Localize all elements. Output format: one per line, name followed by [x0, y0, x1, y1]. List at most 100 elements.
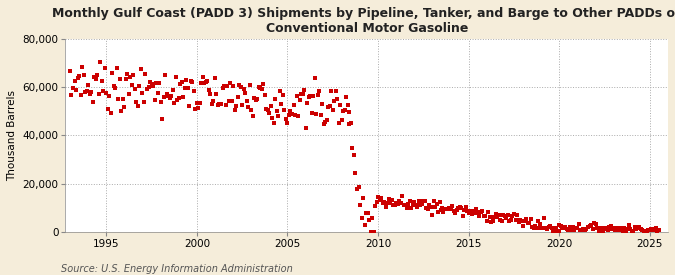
Point [568, 224, 578, 229]
Point [227, 84, 238, 88]
Point [126, 83, 137, 87]
Point [457, 214, 468, 218]
Point [148, 84, 159, 89]
Point [419, 199, 430, 203]
Point [93, 92, 104, 97]
Point [392, 202, 403, 206]
Point [442, 207, 453, 211]
Point [164, 95, 175, 100]
Point [86, 90, 97, 95]
Point [479, 214, 489, 218]
Point [184, 103, 194, 108]
Point [208, 99, 219, 103]
Point [578, 227, 589, 231]
Point [437, 210, 448, 214]
Point [215, 102, 226, 106]
Point [456, 206, 466, 210]
Point [249, 96, 260, 100]
Point [632, 226, 643, 230]
Point [485, 215, 495, 219]
Point [192, 101, 202, 105]
Point [279, 107, 290, 112]
Point [530, 224, 541, 228]
Point [641, 230, 652, 234]
Point [293, 114, 304, 118]
Point [264, 111, 275, 116]
Point [120, 76, 131, 81]
Point [66, 92, 77, 97]
Point [539, 216, 549, 220]
Point [87, 100, 98, 104]
Point [413, 199, 424, 203]
Point [570, 226, 581, 230]
Point [518, 224, 529, 228]
Point [433, 210, 444, 215]
Point [344, 110, 355, 114]
Point [566, 228, 577, 232]
Point [495, 218, 506, 222]
Point [569, 228, 580, 232]
Point [140, 72, 151, 76]
Point [651, 226, 661, 230]
Point [537, 225, 548, 230]
Point [386, 198, 397, 202]
Point [255, 86, 266, 90]
Point [430, 205, 441, 209]
Point [396, 200, 406, 205]
Point [149, 98, 160, 103]
Point [487, 219, 498, 223]
Point [344, 122, 355, 126]
Point [247, 113, 258, 118]
Point [277, 92, 288, 97]
Point [202, 78, 213, 83]
Point [575, 227, 586, 232]
Point [387, 203, 398, 207]
Point [477, 209, 488, 213]
Point [468, 208, 479, 213]
Point [394, 198, 404, 203]
Point [223, 99, 234, 103]
Point [354, 203, 365, 207]
Point [323, 104, 333, 109]
Point [486, 219, 497, 224]
Point [231, 104, 242, 109]
Point [500, 214, 510, 219]
Point [221, 84, 232, 89]
Point [583, 225, 593, 229]
Point [182, 86, 193, 91]
Point [451, 208, 462, 212]
Point [592, 226, 603, 231]
Point [628, 230, 639, 234]
Point [125, 75, 136, 79]
Point [474, 213, 485, 218]
Point [492, 214, 503, 219]
Point [646, 227, 657, 231]
Point [608, 226, 619, 230]
Point [471, 207, 482, 211]
Point [220, 103, 231, 108]
Point [424, 203, 435, 207]
Point [169, 100, 180, 105]
Point [549, 230, 560, 234]
Point [516, 219, 527, 224]
Point [385, 201, 396, 206]
Point [90, 76, 101, 81]
Point [234, 83, 244, 87]
Point [560, 225, 571, 229]
Point [653, 228, 664, 232]
Point [240, 91, 250, 95]
Point [128, 73, 139, 77]
Point [326, 89, 337, 94]
Point [427, 213, 438, 217]
Point [77, 65, 88, 69]
Point [332, 97, 343, 101]
Point [287, 112, 298, 116]
Point [304, 94, 315, 98]
Point [314, 89, 325, 94]
Point [329, 99, 340, 103]
Point [342, 103, 353, 108]
Point [281, 117, 292, 122]
Point [284, 113, 294, 118]
Point [551, 226, 562, 230]
Point [610, 228, 620, 232]
